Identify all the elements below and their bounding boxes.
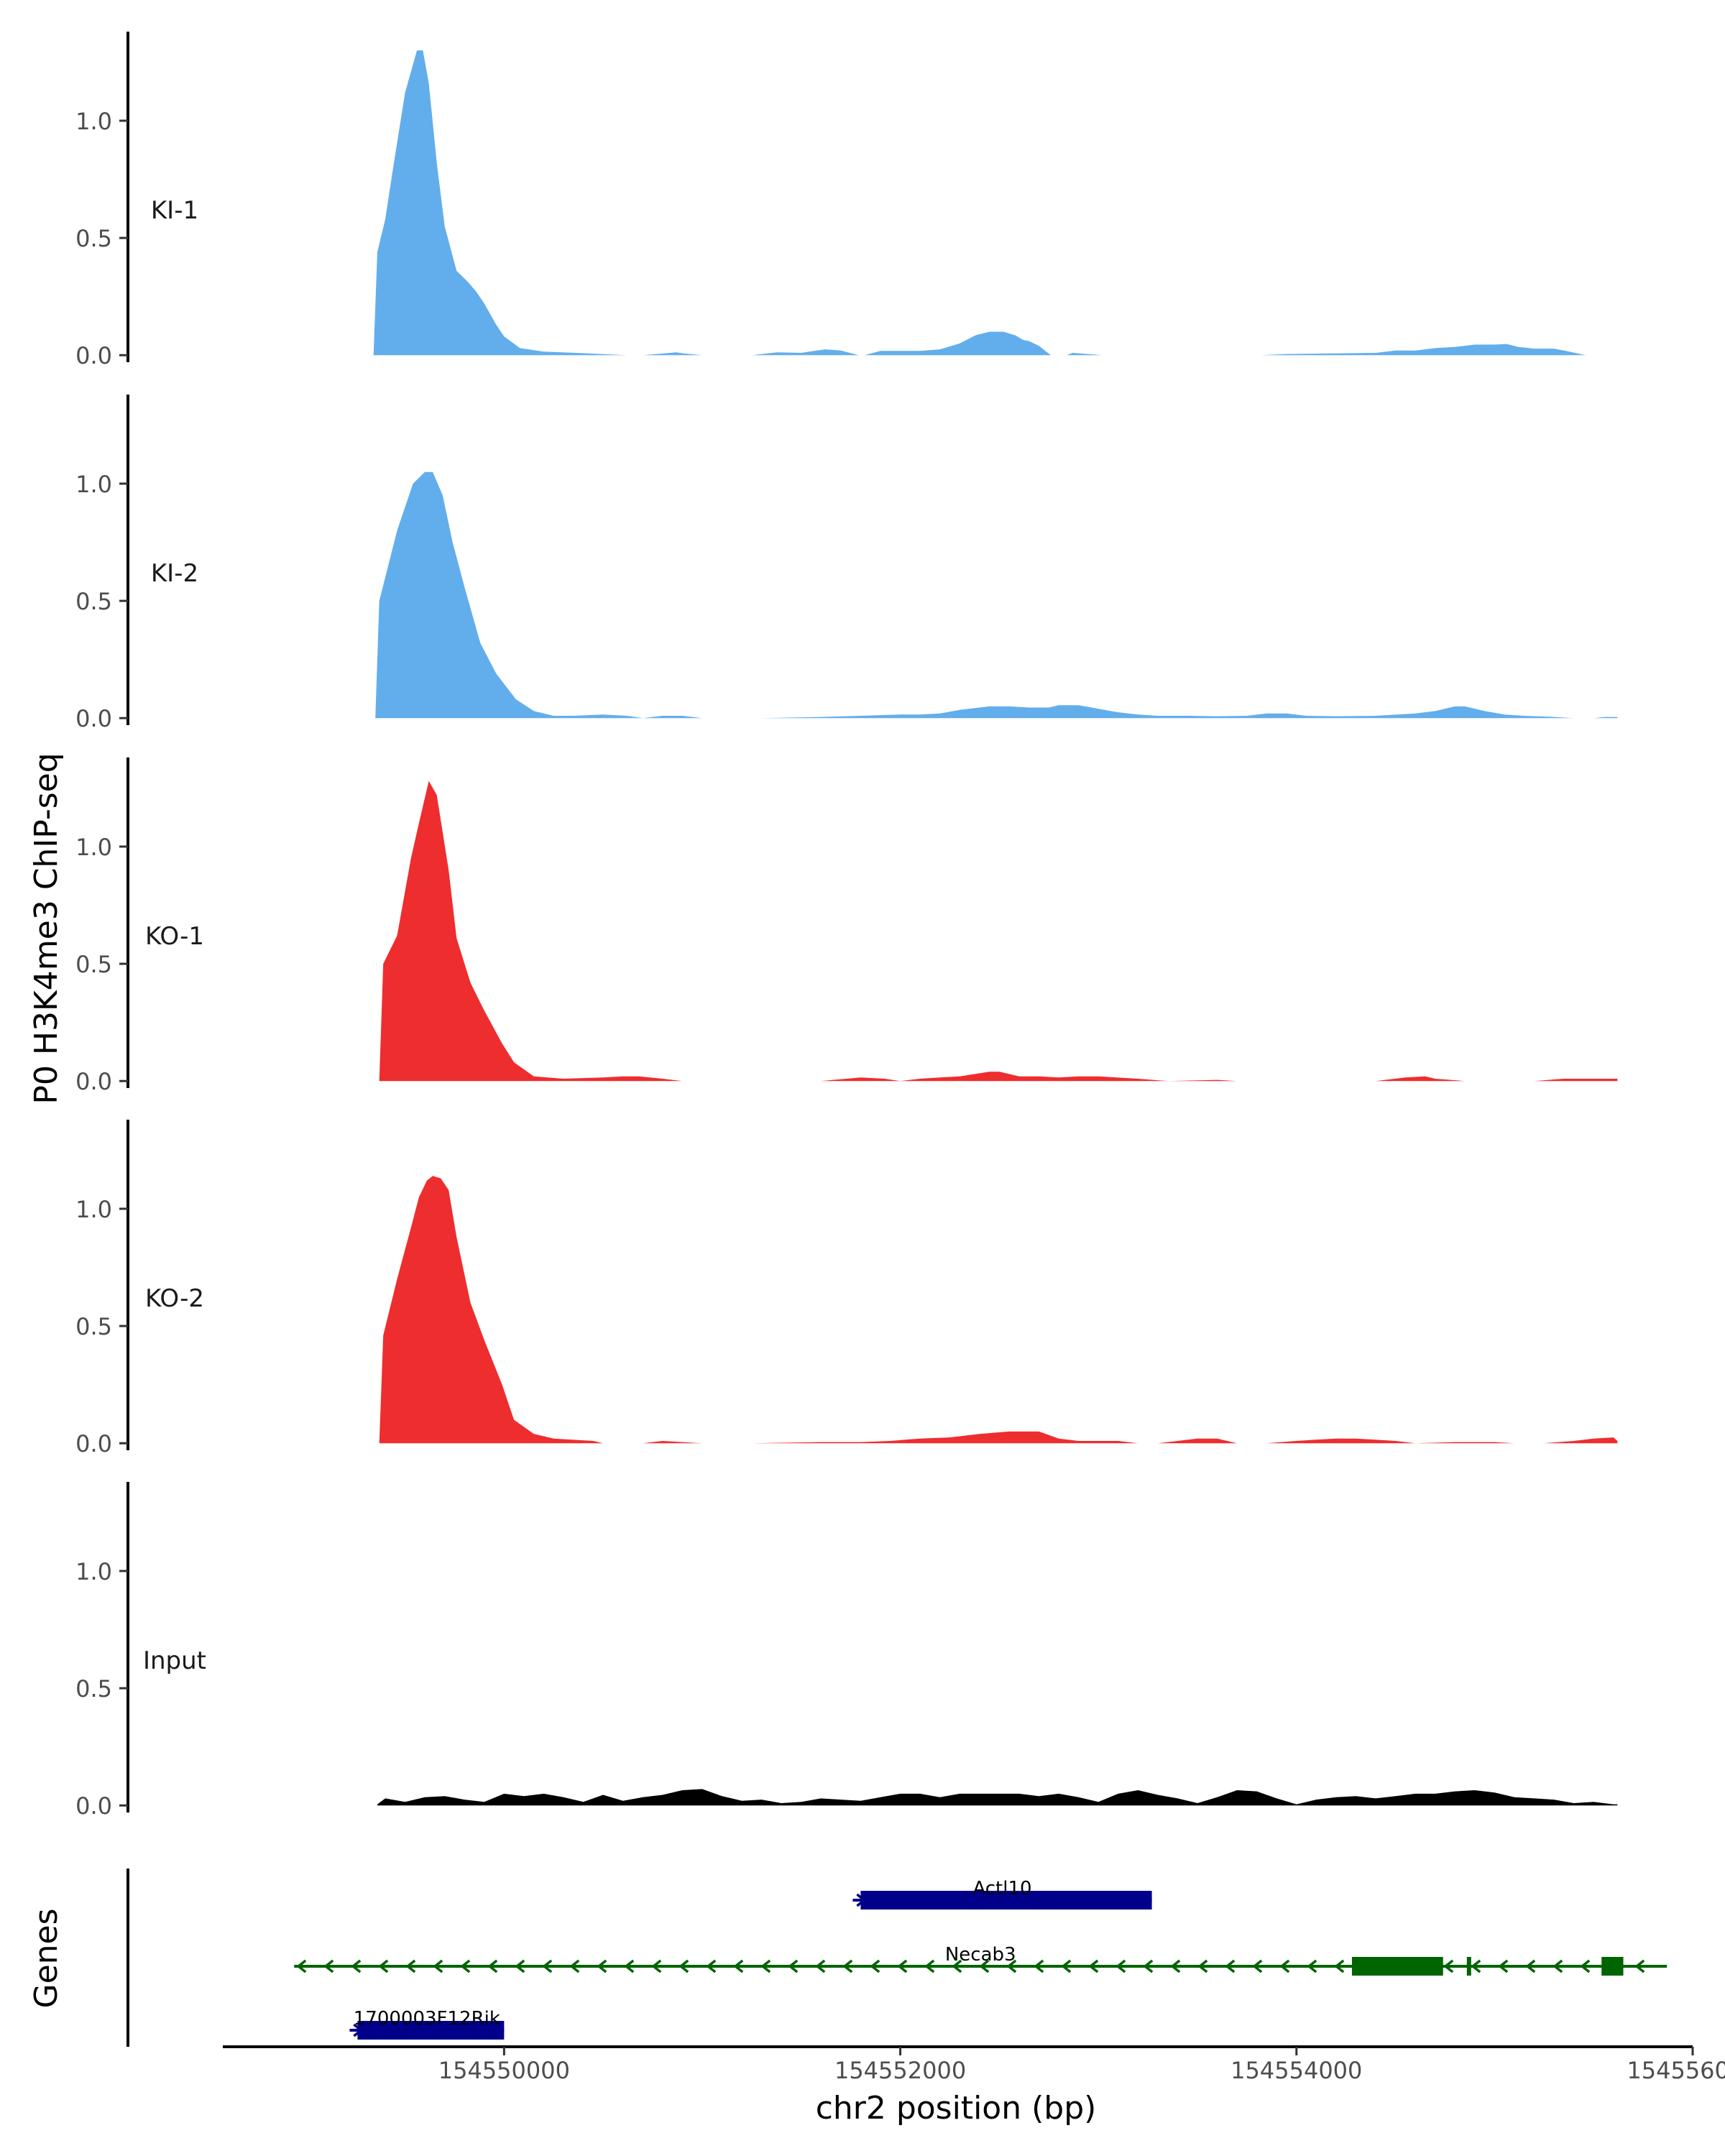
x-axis-label: chr2 position (bp) bbox=[816, 2090, 1097, 2127]
y-tick-label: 0.5 bbox=[75, 1313, 112, 1340]
x-tick-label: 154554000 bbox=[1230, 2057, 1362, 2084]
track-ko-2: 0.0 0.5 1.0 KO-2 bbox=[75, 1120, 1618, 1457]
coverage-area-ko-2 bbox=[379, 1176, 1618, 1444]
x-tick-label: 154550000 bbox=[438, 2057, 570, 2084]
strand-arrow bbox=[788, 1959, 799, 1973]
strand-arrow bbox=[1088, 1959, 1099, 1973]
gene-exon bbox=[860, 1891, 1152, 1909]
strand-arrow bbox=[1252, 1959, 1263, 1973]
strand-arrow bbox=[1498, 1959, 1509, 1973]
y-tick-label: 0.5 bbox=[75, 588, 112, 615]
strand-arrow bbox=[842, 1959, 853, 1973]
track-label: KO-1 bbox=[145, 922, 204, 951]
strand-arrow bbox=[1170, 1959, 1181, 1973]
strand-arrow bbox=[678, 1959, 689, 1973]
strand-arrow bbox=[733, 1959, 744, 1973]
strand-arrow bbox=[897, 1959, 908, 1973]
track-label: KI-1 bbox=[151, 196, 198, 225]
strand-arrow bbox=[460, 1959, 471, 1973]
strand-arrow bbox=[870, 1959, 880, 1973]
gene-label: 1700003F12Rik bbox=[354, 2008, 500, 2030]
strand-arrow bbox=[323, 1959, 334, 1973]
track-ki-2: 0.0 0.5 1.0 KI-2 bbox=[75, 395, 1618, 732]
strand-arrow bbox=[952, 1959, 962, 1973]
strand-arrow bbox=[1443, 1959, 1454, 1973]
strand-arrow bbox=[378, 1959, 389, 1973]
y-tick-label: 0.5 bbox=[75, 951, 112, 978]
strand-arrow bbox=[1580, 1959, 1591, 1973]
strand-arrow bbox=[1061, 1959, 1072, 1973]
strand-arrow bbox=[1552, 1959, 1563, 1973]
strand-arrow bbox=[706, 1959, 717, 1973]
y-tick-label: 1.0 bbox=[75, 1558, 112, 1585]
x-tick-label: 154556000 bbox=[1627, 2057, 1725, 2084]
track-label: KI-2 bbox=[151, 559, 198, 588]
gene-necab3: Necab3 bbox=[294, 1944, 1668, 1976]
gene-label: Actl10 bbox=[972, 1878, 1031, 1899]
strand-arrow bbox=[1225, 1959, 1236, 1973]
strand-arrow bbox=[651, 1959, 662, 1973]
y-tick-label: 1.0 bbox=[75, 471, 112, 498]
y-tick-label: 0.5 bbox=[75, 1675, 112, 1703]
strand-arrow bbox=[569, 1959, 580, 1973]
x-tick-label: 154552000 bbox=[834, 2057, 966, 2084]
track-ko-1: 0.0 0.5 1.0 KO-1 bbox=[75, 757, 1618, 1095]
strand-arrow bbox=[1525, 1959, 1536, 1973]
y-tick-label: 0.0 bbox=[75, 1430, 112, 1457]
coverage-area-ki-2 bbox=[375, 471, 1618, 719]
strand-arrow bbox=[815, 1959, 826, 1973]
strand-arrow bbox=[760, 1959, 771, 1973]
y-tick-label: 0.0 bbox=[75, 1068, 112, 1095]
track-ki-1: 0.0 0.5 1.0 KI-1 bbox=[75, 32, 1586, 369]
strand-arrow bbox=[1116, 1959, 1126, 1973]
y-axis-label: P0 H3K4me3 ChIP-seq bbox=[28, 752, 65, 1104]
strand-arrow bbox=[924, 1959, 935, 1973]
coverage-area-ki-1 bbox=[373, 50, 1586, 356]
strand-arrow bbox=[597, 1959, 607, 1973]
strand-arrow bbox=[979, 1959, 990, 1973]
gene-exon bbox=[1466, 1957, 1471, 1976]
strand-arrow bbox=[1334, 1959, 1345, 1973]
strand-arrow bbox=[1634, 1959, 1645, 1973]
strand-arrow bbox=[1307, 1959, 1317, 1973]
coverage-area-input bbox=[377, 1789, 1618, 1806]
strand-arrow bbox=[624, 1959, 635, 1973]
gene-exon bbox=[1351, 1957, 1443, 1976]
genes-axis-label: Genes bbox=[28, 1908, 65, 2008]
gene-1700003f12rik: 1700003F12Rik bbox=[349, 2008, 505, 2040]
strand-arrow bbox=[542, 1959, 553, 1973]
gene-label: Necab3 bbox=[945, 1944, 1016, 1966]
y-tick-label: 0.0 bbox=[75, 705, 112, 732]
strand-arrow bbox=[433, 1959, 443, 1973]
y-tick-label: 1.0 bbox=[75, 108, 112, 135]
strand-arrow bbox=[1197, 1959, 1208, 1973]
strand-arrow bbox=[351, 1959, 362, 1973]
strand-arrow bbox=[1471, 1959, 1481, 1973]
y-tick-label: 0.0 bbox=[75, 342, 112, 369]
y-tick-label: 0.5 bbox=[75, 225, 112, 252]
strand-arrow bbox=[1006, 1959, 1017, 1973]
strand-arrow bbox=[1279, 1959, 1290, 1973]
y-tick-label: 1.0 bbox=[75, 1196, 112, 1223]
track-panels: 0.00.51.0KI-10.00.51.0KI-20.00.51.0KO-10… bbox=[75, 32, 1618, 1820]
gene-track: 154550000 154552000 154554000 154556000 Actl… bbox=[126, 1869, 1725, 2084]
strand-arrow bbox=[1034, 1959, 1044, 1973]
gene-actl10: Actl10 bbox=[852, 1878, 1152, 1909]
gene-exon bbox=[357, 2021, 505, 2040]
track-input: 0.0 0.5 1.0 Input bbox=[75, 1482, 1618, 1820]
gene-exon bbox=[1601, 1957, 1624, 1976]
y-tick-label: 1.0 bbox=[75, 834, 112, 861]
track-label: KO-2 bbox=[145, 1284, 204, 1313]
y-tick-label: 0.0 bbox=[75, 1792, 112, 1820]
track-label: Input bbox=[143, 1646, 206, 1675]
strand-arrow bbox=[405, 1959, 416, 1973]
strand-arrow bbox=[1143, 1959, 1154, 1973]
coverage-area-ko-1 bbox=[379, 780, 1618, 1082]
strand-arrow bbox=[296, 1959, 307, 1973]
strand-arrow bbox=[515, 1959, 525, 1973]
strand-arrow bbox=[487, 1959, 498, 1973]
